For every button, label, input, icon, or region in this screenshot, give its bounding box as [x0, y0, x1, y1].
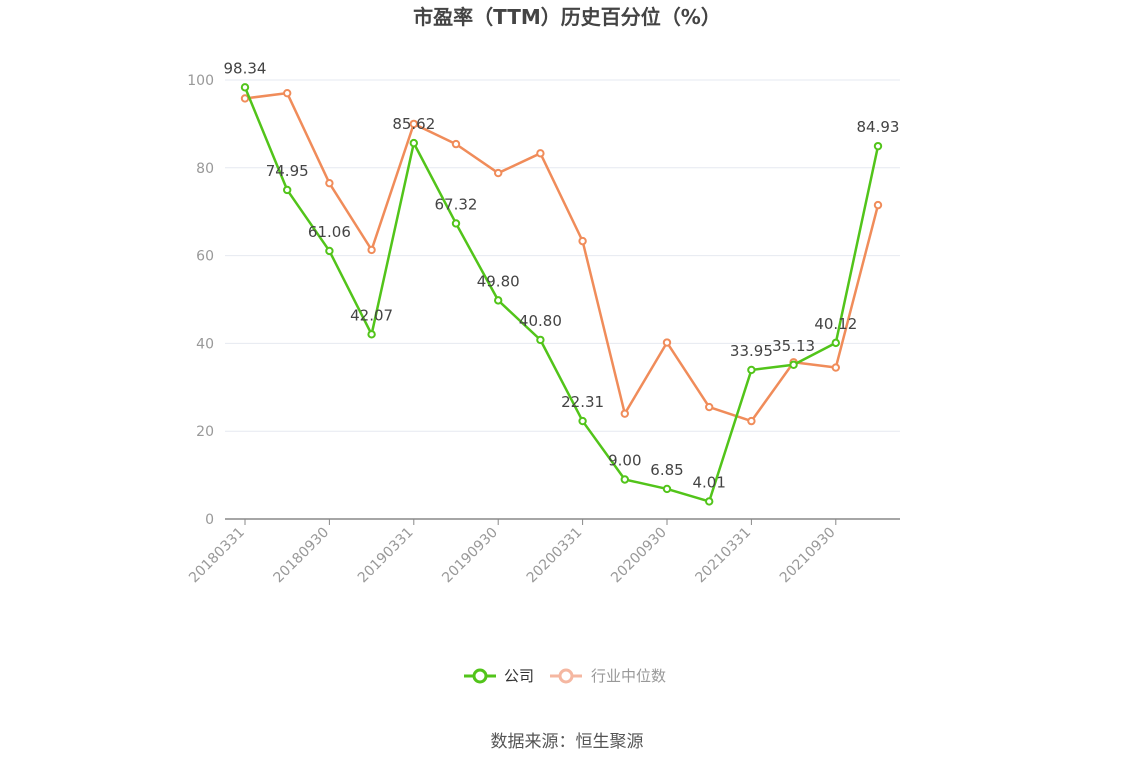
company-line [243, 86, 880, 503]
industry-point [831, 363, 840, 372]
y-tick-label: 60 [196, 249, 214, 265]
company-point [831, 338, 840, 348]
company-point [662, 484, 672, 494]
x-tick-label: 20200331 [524, 525, 586, 587]
data-label-layer: 98.34 74.95 61.06 42.07 85.62 67.32 49.80 40.80… [224, 59, 900, 491]
company-data-label: 6.85 [650, 461, 683, 479]
company-data-label: 49.80 [477, 272, 520, 290]
x-tick-label: 20210930 [777, 525, 839, 587]
company-data-label: 98.34 [224, 59, 267, 77]
data-source: 数据来源：恒生聚源 [491, 732, 644, 752]
legend-industry-label: 行业中位数 [591, 667, 666, 685]
y-tick-label: 20 [196, 424, 214, 440]
company-point [367, 330, 376, 339]
company-data-label: 35.13 [772, 337, 815, 355]
industry-point [620, 409, 629, 418]
company-data-label: 4.01 [692, 473, 725, 491]
industry-point [451, 139, 461, 149]
industry-line [244, 91, 880, 423]
industry-point [367, 245, 376, 255]
company-data-label: 33.95 [730, 342, 773, 360]
industry-point [873, 200, 883, 210]
industry-point [747, 416, 756, 426]
x-tick-label: 20180930 [271, 525, 333, 587]
industry-point [494, 168, 503, 178]
company-point [620, 475, 629, 484]
company-point [578, 416, 587, 426]
industry-point [578, 236, 587, 246]
industry-point [240, 94, 250, 103]
y-tick-label: 100 [187, 73, 214, 89]
company-point [705, 497, 714, 506]
y-tick-label: 80 [196, 161, 214, 177]
y-tick-label: 40 [196, 336, 214, 352]
company-data-label: 40.80 [519, 312, 562, 330]
company-data-label: 85.62 [392, 115, 435, 133]
company-point [494, 296, 503, 305]
company-data-label: 42.07 [350, 306, 393, 324]
legend-industry-marker [558, 668, 574, 684]
x-tick-label: 20200930 [608, 525, 670, 587]
series-layer [240, 83, 883, 506]
legend-company-marker [472, 668, 488, 684]
chart-title: 市盈率（TTM）历史百分位（%） [413, 5, 721, 29]
x-tick-label: 20190930 [439, 525, 501, 587]
company-data-label: 22.31 [561, 393, 604, 411]
company-point [451, 219, 461, 228]
company-point [789, 360, 798, 369]
company-point [536, 335, 545, 345]
company-point [747, 365, 756, 375]
company-data-label: 40.12 [814, 315, 857, 333]
x-tick-label: 20210331 [693, 525, 755, 587]
x-tick-label: 20190331 [355, 525, 417, 587]
industry-point [325, 178, 334, 188]
legend: 公司 行业中位数 [464, 667, 666, 685]
y-tick-label: 0 [205, 512, 214, 528]
company-data-label: 9.00 [608, 451, 641, 469]
company-point [283, 185, 292, 195]
industry-point [705, 402, 714, 412]
industry-point [409, 119, 418, 129]
company-data-label: 67.32 [435, 195, 478, 213]
x-tick-label: 20180331 [186, 525, 248, 587]
industry-point [536, 149, 545, 158]
company-data-label: 84.93 [857, 118, 900, 136]
industry-point [283, 88, 292, 98]
company-point [409, 138, 418, 148]
company-point [240, 83, 250, 92]
company-data-label: 74.95 [266, 162, 309, 180]
legend-item-company[interactable]: 公司 [464, 667, 534, 685]
company-point [873, 141, 883, 151]
company-data-label: 61.06 [308, 223, 351, 241]
grid-layer [225, 79, 900, 432]
company-point [325, 246, 334, 256]
legend-item-industry[interactable]: 行业中位数 [550, 667, 666, 685]
legend-company-label: 公司 [504, 667, 534, 685]
industry-point [662, 338, 672, 347]
